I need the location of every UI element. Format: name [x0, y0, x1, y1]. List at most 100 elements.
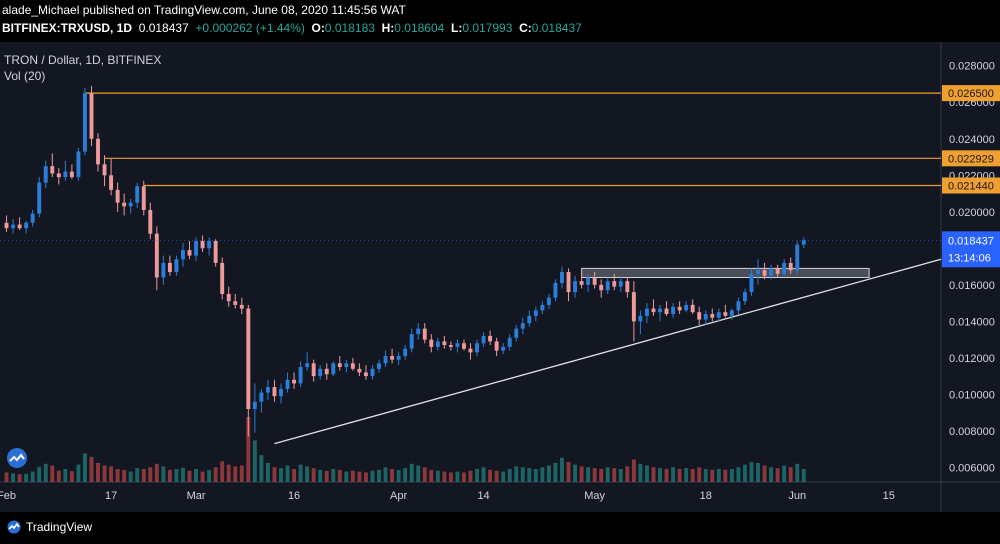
- volume-bar: [644, 465, 649, 482]
- volume-bar: [762, 465, 767, 482]
- candle-body: [194, 241, 199, 256]
- volume-bar: [30, 471, 35, 482]
- candle-body: [801, 240, 806, 245]
- candle-body: [520, 323, 525, 329]
- volume-bar: [161, 466, 166, 482]
- tradingview-brand[interactable]: TradingView: [6, 520, 92, 534]
- volume-bar: [76, 464, 81, 482]
- volume-bar: [416, 465, 421, 482]
- candle-body: [762, 270, 767, 276]
- symbol-label: BITFINEX:TRXUSD, 1D: [2, 21, 133, 35]
- candle-body: [377, 363, 381, 369]
- candle-body: [265, 387, 270, 393]
- trendline: [274, 258, 942, 445]
- candle-body: [435, 341, 440, 347]
- volume-bar: [396, 469, 401, 482]
- candle-body: [181, 250, 185, 260]
- candle-body: [148, 209, 153, 234]
- volume-bar: [736, 467, 741, 482]
- candle-body: [311, 363, 316, 377]
- last-price-label: 0.018437: [948, 235, 994, 247]
- volume-bar: [200, 471, 205, 482]
- candle-body: [37, 182, 42, 214]
- volume-bar: [697, 467, 702, 482]
- volume-bar: [592, 468, 597, 482]
- y-tick-label: 0.016000: [949, 280, 995, 292]
- candle-body: [514, 328, 519, 338]
- volume-bar: [455, 471, 460, 482]
- candle-body: [279, 388, 283, 397]
- candle-body: [96, 138, 100, 165]
- volume-bar: [37, 466, 42, 482]
- last-price-box: [942, 231, 1000, 268]
- volume-bar: [383, 467, 388, 482]
- volume-bar: [363, 472, 368, 482]
- candle-body: [207, 241, 212, 249]
- candle-body: [586, 277, 591, 285]
- candle-body: [272, 387, 277, 397]
- volume-bar: [403, 468, 408, 482]
- candle-body: [246, 308, 251, 409]
- candle-body: [4, 222, 9, 229]
- volume-bar: [226, 464, 231, 482]
- volume-bar: [187, 470, 192, 482]
- candle-body: [442, 341, 447, 346]
- volume-bar: [63, 469, 68, 482]
- volume-bar: [311, 468, 316, 482]
- countdown-label: 13:14:06: [948, 252, 991, 264]
- candle-body: [723, 312, 728, 316]
- candle-body: [729, 310, 734, 316]
- high-value: 0.018604: [394, 21, 445, 35]
- volume-bar: [540, 467, 545, 482]
- x-tick-label: Mar: [187, 490, 206, 502]
- candle-body: [697, 312, 702, 320]
- volume-bar: [742, 464, 747, 482]
- resistance-label-box: [942, 177, 1000, 194]
- candle-body: [220, 262, 225, 294]
- volume-bar: [337, 469, 342, 482]
- volume-bar: [350, 470, 355, 482]
- candle-body: [370, 368, 375, 377]
- candle-body: [671, 306, 676, 315]
- volume-bar: [56, 470, 61, 482]
- candle-body: [775, 268, 780, 274]
- y-tick-label: 0.028000: [949, 61, 995, 73]
- candle-body: [710, 314, 715, 318]
- candle-body: [566, 272, 571, 293]
- volume-bar: [239, 465, 244, 482]
- candle-body: [416, 328, 421, 335]
- candle-body: [579, 281, 584, 285]
- y-tick-label: 0.010000: [949, 389, 995, 401]
- volume-bar: [220, 461, 225, 482]
- volume-bar: [795, 463, 800, 482]
- candle-body: [429, 339, 434, 347]
- volume-bar: [377, 469, 381, 482]
- candle-body: [252, 401, 257, 409]
- candle-body: [605, 281, 610, 291]
- candle-body: [161, 262, 166, 278]
- volume-bar: [631, 459, 636, 482]
- candle-body: [122, 202, 127, 207]
- plot-area: [0, 42, 941, 482]
- candle-body: [795, 244, 800, 271]
- volume-bar: [4, 472, 9, 482]
- volume-bar: [494, 470, 499, 482]
- y-tick-label: 0.024000: [949, 134, 995, 146]
- volume-bar: [17, 474, 22, 482]
- volume-bar: [638, 463, 643, 482]
- legend-title: TRON / Dollar, 1D, BITFINEX: [4, 53, 162, 67]
- y-tick-label: 0.008000: [949, 426, 995, 438]
- volume-bar: [625, 466, 630, 482]
- brand-label: TradingView: [26, 520, 93, 534]
- candle-body: [716, 312, 721, 318]
- low-value: 0.017993: [462, 21, 513, 35]
- volume-bar: [801, 469, 806, 482]
- candle-body: [17, 224, 22, 229]
- candle-body: [618, 281, 623, 287]
- volume-bar: [305, 466, 310, 482]
- resistance-label: 0.026500: [948, 88, 994, 100]
- candle-body: [736, 301, 741, 311]
- open-label: O:: [311, 21, 325, 35]
- price-chart[interactable]: 0.0280000.0260000.0240000.0220000.020000…: [0, 0, 1000, 512]
- volume-bar: [664, 469, 669, 482]
